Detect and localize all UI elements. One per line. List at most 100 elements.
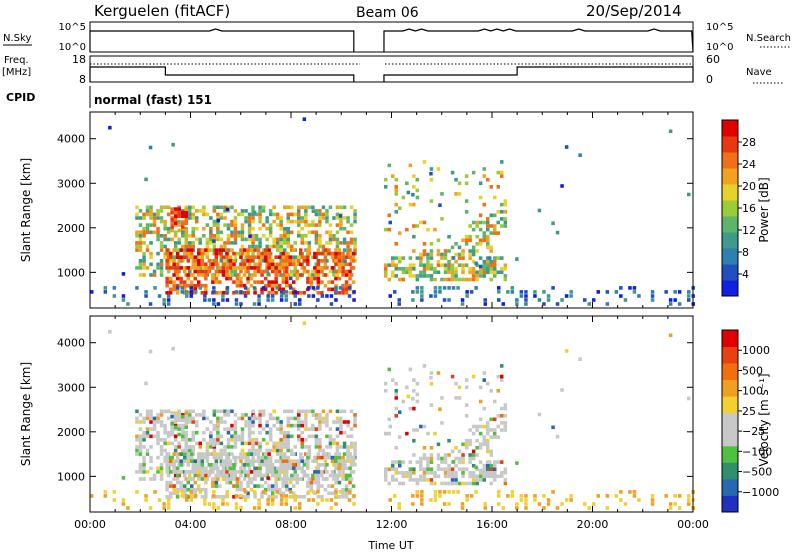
echo-cell: [168, 251, 173, 256]
echo-cell: [306, 280, 310, 284]
echo-cell: [471, 431, 476, 436]
echo-cell: [212, 286, 216, 290]
echo-cell: [279, 226, 283, 231]
echo-cell: [225, 502, 230, 506]
echo-cell: [193, 480, 197, 485]
echo-cell: [170, 237, 174, 242]
echo-cell: [457, 245, 462, 250]
echo-cell: [486, 242, 490, 246]
echo-cell: [216, 226, 220, 231]
echo-cell: [401, 195, 406, 200]
echo-cell: [406, 190, 411, 195]
echo-cell: [253, 477, 257, 481]
echo-cell: [334, 269, 338, 274]
echo-cell: [226, 463, 231, 467]
echo-cell: [268, 259, 273, 263]
echo-cell: [186, 452, 190, 456]
echo-cell: [304, 423, 308, 428]
echo-cell: [209, 234, 213, 238]
echo-cell: [233, 269, 238, 274]
echo-cell: [306, 480, 310, 485]
echo-cell: [239, 506, 243, 510]
echo-cell: [230, 234, 234, 238]
echo-cell: [515, 257, 519, 261]
echo-cell: [316, 286, 320, 290]
echo-cell: [478, 227, 483, 232]
echo-cell: [239, 290, 243, 294]
echo-cell: [283, 248, 287, 252]
echo-cell: [440, 256, 444, 260]
echo-cell: [165, 280, 169, 284]
echo-cell: [311, 255, 315, 259]
echo-cell: [304, 241, 308, 245]
echo-cell: [247, 420, 252, 424]
echo-cell: [281, 255, 285, 259]
echo-cell: [256, 470, 261, 474]
echo-cell: [501, 302, 505, 306]
echo-cell: [394, 188, 398, 193]
echo-cell: [415, 274, 420, 278]
echo-cell: [344, 484, 349, 488]
echo-cell: [677, 302, 682, 306]
echo-cell: [156, 470, 160, 474]
echo-cell: [183, 283, 187, 288]
echo-cell: [168, 459, 173, 463]
echo-cell: [489, 453, 493, 457]
echo-cell: [560, 184, 564, 188]
echo-cell: [246, 287, 250, 292]
echo-cell: [482, 202, 486, 207]
echo-cell: [297, 216, 301, 220]
echo-cell: [307, 294, 311, 298]
echo-cell: [265, 237, 269, 242]
echo-cell: [226, 262, 231, 267]
echo-cell: [258, 409, 262, 414]
echo-cell: [230, 273, 234, 277]
echo-cell: [542, 494, 546, 498]
echo-cell: [344, 477, 349, 481]
echo-cell: [200, 283, 205, 288]
echo-cell: [145, 409, 150, 414]
echo-cell: [258, 205, 262, 210]
echo-cell: [283, 441, 287, 446]
colorbar-tick-label: −100: [742, 445, 772, 458]
echo-cell: [232, 262, 236, 267]
echo-cell: [261, 248, 266, 252]
echo-cell: [173, 473, 178, 478]
echo-cell: [247, 244, 252, 249]
echo-cell: [172, 477, 176, 481]
echo-cell: [420, 290, 424, 294]
echo-cell: [252, 506, 257, 510]
echo-cell: [440, 467, 444, 471]
echo-cell: [183, 491, 187, 496]
echo-cell: [334, 259, 338, 263]
echo-cell: [223, 463, 227, 467]
echo-cell: [391, 270, 395, 275]
echo-cell: [468, 481, 472, 486]
echo-cell: [223, 216, 227, 220]
echo-cell: [349, 445, 354, 449]
echo-cell: [175, 262, 180, 267]
echo-cell: [159, 269, 164, 274]
echo-cell: [240, 430, 245, 435]
echo-cell: [225, 286, 230, 290]
power-echoes: [90, 117, 695, 306]
echo-cell: [411, 192, 415, 197]
echo-cell: [188, 416, 192, 421]
echo-cell: [482, 231, 486, 235]
echo-cell: [197, 266, 201, 270]
echo-cell: [337, 291, 342, 295]
echo-cell: [478, 474, 483, 479]
echo-cell: [524, 302, 528, 306]
echo-cell: [486, 263, 490, 267]
echo-cell: [170, 218, 174, 222]
echo-cell: [592, 298, 596, 302]
echo-cell: [173, 241, 178, 245]
echo-cell: [320, 455, 324, 460]
echo-cell: [228, 466, 233, 471]
echo-cell: [394, 210, 398, 214]
echo-cell: [500, 414, 504, 418]
echo-cell: [391, 474, 395, 479]
echo-cell: [320, 498, 325, 502]
echo-cell: [321, 452, 326, 456]
echo-cell: [474, 261, 478, 266]
